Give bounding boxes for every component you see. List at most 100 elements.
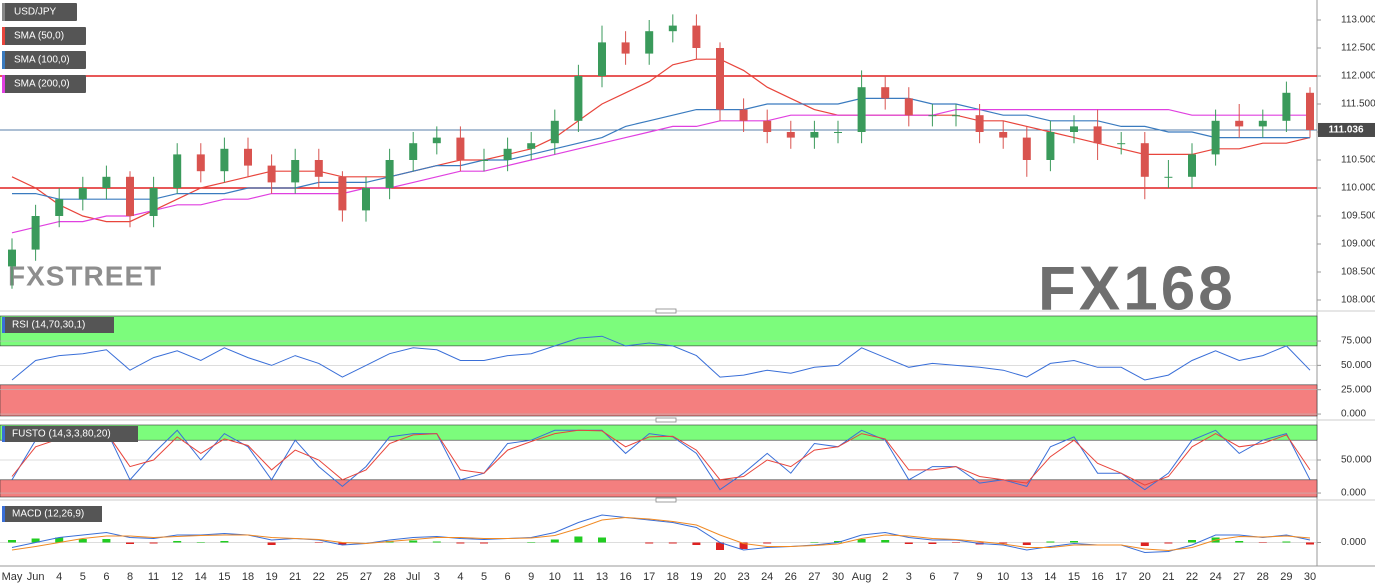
x-tick-label: 18 xyxy=(242,571,254,583)
x-tick-label: 27 xyxy=(360,571,372,583)
legend-label: SMA (200,0) xyxy=(14,79,70,90)
candle-body xyxy=(786,131,795,138)
x-tick-label: 19 xyxy=(265,571,277,583)
sma-line xyxy=(11,109,1310,234)
histogram-bar xyxy=(1282,541,1291,543)
histogram-bar xyxy=(1164,542,1173,544)
pane-label: FUSTO (14,3,3,80,20) xyxy=(12,429,111,440)
y-tick-label: 108.500 xyxy=(1341,267,1375,278)
histogram-bar xyxy=(952,542,960,543)
x-tick-label: 9 xyxy=(977,571,983,583)
candle-body xyxy=(692,25,701,48)
x-tick-label: 21 xyxy=(1162,571,1174,583)
histogram-bar xyxy=(1022,542,1031,545)
pane-label-swatch xyxy=(2,317,5,333)
histogram-bar xyxy=(928,542,937,544)
histogram-bar xyxy=(692,542,701,545)
candle-body xyxy=(668,25,677,32)
histogram-bar xyxy=(78,539,87,543)
x-tick-label: May xyxy=(2,571,23,583)
legend-box xyxy=(2,27,86,45)
y-tick-label: 113.000 xyxy=(1341,15,1375,26)
x-tick-label: 2 xyxy=(882,571,888,583)
candle-body xyxy=(1258,120,1267,127)
histogram-bar xyxy=(763,542,772,544)
candle-body xyxy=(527,143,536,149)
oversold-zone xyxy=(0,479,1318,498)
x-tick-label: 26 xyxy=(785,571,797,583)
candle-body xyxy=(550,120,559,144)
x-tick-label: 6 xyxy=(929,571,935,583)
x-tick-label: 3 xyxy=(906,571,912,583)
histogram-bar xyxy=(1046,541,1055,543)
candle-body xyxy=(739,109,748,121)
y-tick-label: 25.000 xyxy=(1341,384,1372,395)
histogram-bar xyxy=(527,542,536,543)
x-tick-label: 22 xyxy=(1186,571,1198,583)
x-tick-label: 14 xyxy=(1044,571,1056,583)
y-tick-label: 109.500 xyxy=(1341,211,1375,222)
x-tick-label: 30 xyxy=(832,571,844,583)
histogram-bar xyxy=(857,539,866,543)
x-tick-label: 17 xyxy=(1115,571,1127,583)
histogram-bar xyxy=(999,542,1008,544)
histogram-bar xyxy=(126,542,134,544)
candle-body xyxy=(763,120,772,132)
candle-body xyxy=(1117,143,1126,145)
candle-body xyxy=(8,249,16,267)
watermark: FX168 xyxy=(1038,254,1236,323)
y-tick-label: 0.000 xyxy=(1341,409,1366,420)
candle-body xyxy=(244,148,252,166)
histogram-bar xyxy=(716,542,724,550)
y-tick-label: 0.000 xyxy=(1341,537,1366,548)
candle-body xyxy=(126,176,134,216)
candle-body xyxy=(78,187,87,200)
y-tick-label: 50.000 xyxy=(1341,455,1372,466)
candle-body xyxy=(857,87,866,132)
x-tick-label: 15 xyxy=(218,571,230,583)
candle-body xyxy=(928,115,937,117)
legend-swatch xyxy=(2,51,5,69)
histogram-bar xyxy=(810,542,819,543)
histogram-bar xyxy=(834,541,842,543)
x-tick-label: 20 xyxy=(1139,571,1151,583)
x-tick-label: Jun xyxy=(27,571,45,583)
candle-body xyxy=(432,137,441,144)
histogram-bar xyxy=(1140,542,1149,546)
y-tick-label: 112.000 xyxy=(1341,71,1375,82)
candle-body xyxy=(1306,92,1314,130)
y-tick-label: 111.500 xyxy=(1341,99,1375,110)
y-tick-label: 110.000 xyxy=(1341,183,1375,194)
histogram-bar xyxy=(196,542,205,543)
indicator-line xyxy=(11,429,1311,491)
y-tick-label: 75.000 xyxy=(1341,336,1372,347)
plot-area: 113.000112.500112.000111.500111.000110.5… xyxy=(0,14,1375,583)
indicator-line xyxy=(11,516,1311,552)
x-tick-label: 6 xyxy=(505,571,511,583)
histogram-bar xyxy=(173,541,182,543)
candle-body xyxy=(1164,176,1173,178)
candle-body xyxy=(385,159,394,188)
x-tick-label: 9 xyxy=(528,571,534,583)
x-tick-label: 11 xyxy=(573,571,584,583)
candle-body xyxy=(220,148,229,172)
legend-label: SMA (50,0) xyxy=(14,31,64,42)
legend-box xyxy=(2,75,86,93)
histogram-bar xyxy=(149,542,158,544)
candle-body xyxy=(952,115,960,117)
candle-body xyxy=(409,143,418,160)
y-tick-label: 50.000 xyxy=(1341,360,1372,371)
candle-body xyxy=(975,115,984,132)
candle-body xyxy=(102,176,111,188)
histogram-bar xyxy=(409,540,418,543)
x-tick-label: 22 xyxy=(313,571,325,583)
y-tick-label: 108.000 xyxy=(1341,295,1375,306)
x-tick-label: 20 xyxy=(714,571,726,583)
legend-swatch xyxy=(2,75,5,93)
x-tick-label: 24 xyxy=(761,571,773,583)
x-tick-label: 16 xyxy=(619,571,631,583)
candle-body xyxy=(1235,120,1244,127)
legend-label: SMA (100,0) xyxy=(14,55,70,66)
candle-body xyxy=(999,131,1008,138)
